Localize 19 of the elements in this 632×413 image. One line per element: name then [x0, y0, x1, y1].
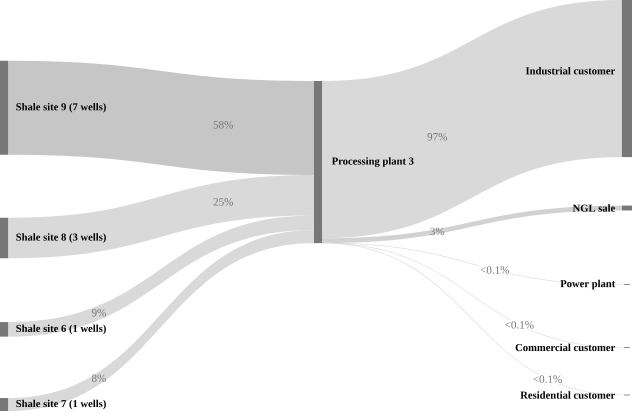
text: Processing plant 3	[332, 157, 414, 168]
category-label: Shale site 6 (1 wells)	[16, 324, 106, 334]
data-label: <0.1%	[480, 266, 510, 274]
data-label: 25%	[213, 198, 233, 206]
category-label: Shale site 9 (7 wells)	[16, 103, 106, 113]
data-label: 9%	[92, 309, 106, 317]
data-label: <0.1%	[533, 376, 562, 384]
data-label: 97%	[427, 133, 448, 141]
data-label: 8%	[92, 374, 106, 382]
category-label: NGL sale	[572, 204, 615, 212]
category-label: Residential customer	[520, 391, 616, 399]
data-label: 3%	[430, 228, 444, 236]
category-label: Shale site 8 (3 wells)	[16, 233, 106, 243]
category-label: Industrial customer	[526, 67, 616, 75]
data-label: <0.1%	[505, 321, 534, 329]
data-label: 58%	[214, 121, 233, 129]
category-label: Shale site 7 (1 wells)	[16, 400, 106, 410]
category-label: Commercial customer	[516, 344, 616, 352]
category-label: Power plant	[560, 280, 616, 290]
